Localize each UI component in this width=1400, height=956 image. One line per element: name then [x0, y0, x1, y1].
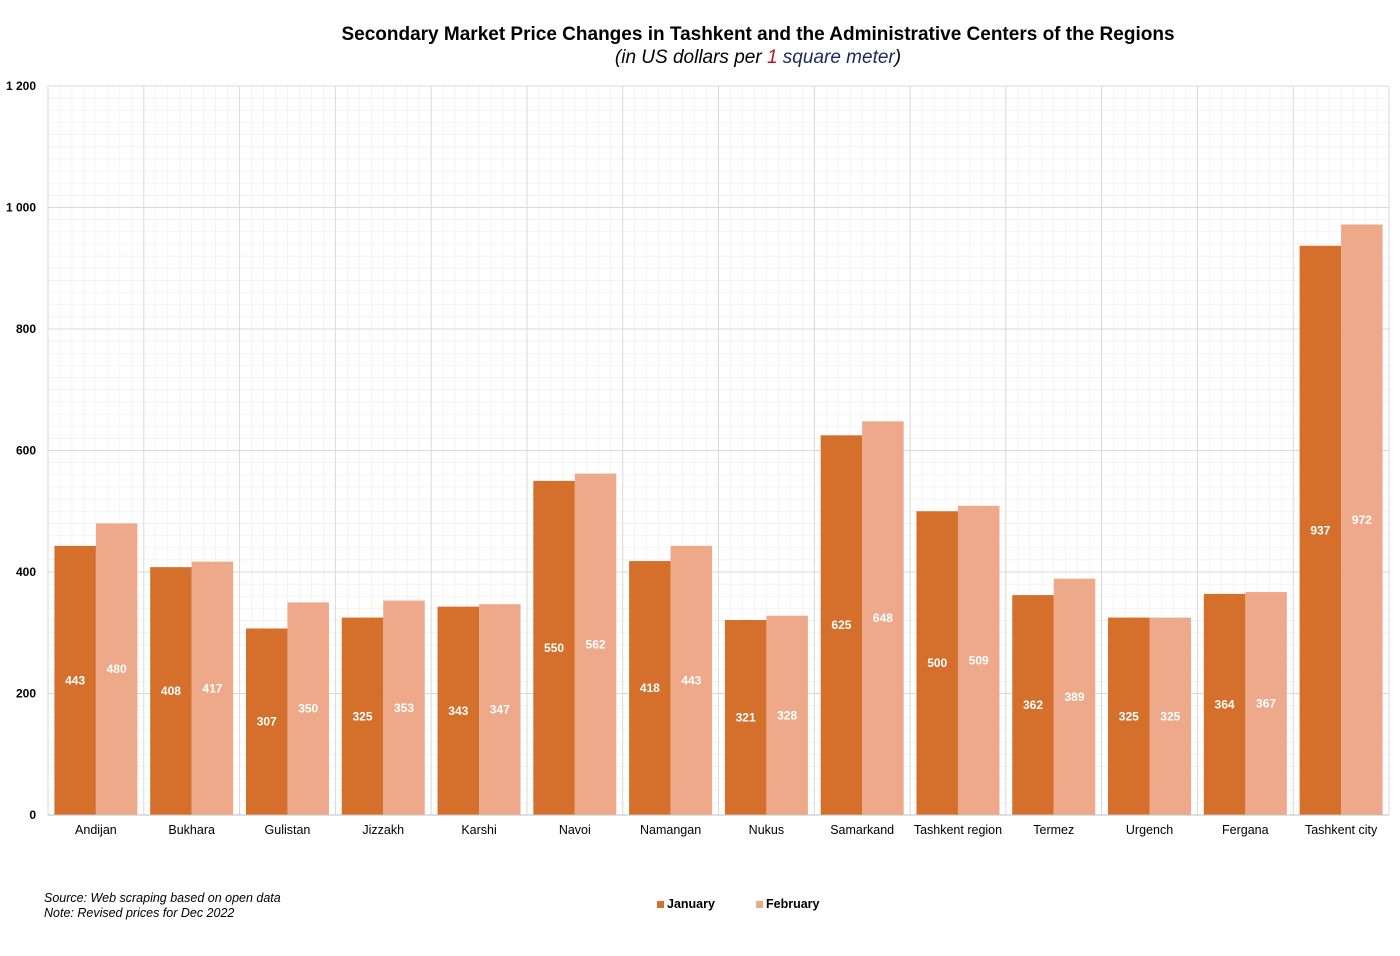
x-tick-label: Bukhara: [168, 823, 215, 837]
bar-february: [383, 600, 425, 815]
x-tick-label: Samarkand: [830, 823, 894, 837]
bar-january: [1203, 593, 1246, 815]
x-tick-label: Namangan: [640, 823, 701, 837]
x-tick-label: Fergana: [1222, 823, 1269, 837]
y-tick-label: 400: [16, 565, 36, 579]
bar-january: [437, 606, 480, 815]
data-label-january: 307: [257, 715, 277, 729]
y-tick-label: 1 200: [6, 79, 36, 93]
bar-january: [1012, 595, 1054, 815]
bar-february: [1149, 617, 1192, 815]
bar-february: [766, 615, 808, 815]
subtitle-part-3: square meter: [777, 47, 895, 68]
bar-february: [191, 561, 234, 815]
bar-chart: 0 200 400 600 800 1 000 1 200 443 480 Andijan 408 4…: [6, 79, 1390, 837]
bar-february: [862, 421, 904, 815]
data-label-february: 480: [107, 662, 127, 676]
bar-february: [287, 602, 329, 815]
legend-item-january: January: [657, 897, 715, 911]
legend-label-february: February: [766, 897, 820, 911]
y-tick-label: 600: [16, 444, 36, 458]
data-label-january: 343: [448, 704, 468, 718]
bar-january: [54, 545, 96, 815]
data-label-february: 509: [969, 653, 989, 667]
subtitle-part-1: (in US dollars per: [614, 47, 767, 68]
data-label-january: 321: [736, 710, 756, 724]
bar-february: [95, 523, 138, 815]
data-label-february: 325: [1160, 709, 1180, 723]
x-tick-label: Tashkent city: [1305, 823, 1378, 837]
x-tick-label: Andijan: [75, 823, 117, 837]
chart-notes: Source: Web scraping based on open data …: [44, 891, 281, 921]
bar-february: [957, 505, 1000, 815]
bar-february: [574, 473, 617, 815]
data-label-january: 364: [1215, 697, 1235, 711]
data-label-february: 972: [1352, 513, 1372, 527]
y-tick-label: 800: [16, 322, 36, 336]
bar-february: [1245, 592, 1287, 815]
bar-february: [670, 545, 713, 815]
data-label-january: 325: [1119, 709, 1139, 723]
bar-january: [820, 435, 863, 815]
data-label-february: 353: [394, 701, 414, 715]
bar-january: [533, 480, 575, 815]
data-label-february: 347: [490, 703, 510, 717]
x-tick-label: Karshi: [461, 823, 496, 837]
data-label-january: 418: [640, 681, 660, 695]
data-label-february: 443: [681, 673, 701, 687]
legend-item-february: February: [756, 897, 820, 911]
data-label-january: 625: [831, 618, 851, 632]
bar-january: [1299, 245, 1342, 815]
bar-february: [1341, 224, 1383, 815]
legend-label-january: January: [667, 897, 715, 911]
data-label-january: 500: [927, 656, 947, 670]
bar-january: [916, 511, 958, 815]
x-tick-label: Nukus: [749, 823, 784, 837]
data-label-january: 408: [161, 684, 181, 698]
legend-swatch-february: [756, 900, 763, 908]
subtitle-part-4: ): [894, 47, 902, 68]
data-label-january: 362: [1023, 698, 1043, 712]
bar-january: [1108, 617, 1150, 815]
revision-note: Note: Revised prices for Dec 2022: [44, 906, 235, 920]
subtitle-part-2: 1: [766, 47, 778, 68]
source-note: Source: Web scraping based on open data: [44, 891, 281, 905]
data-label-february: 389: [1064, 690, 1084, 704]
bar-january: [150, 567, 192, 815]
x-tick-label: Navoi: [559, 823, 591, 837]
legend-swatch-january: [657, 900, 664, 908]
bar-january: [629, 561, 671, 815]
data-label-february: 562: [586, 637, 606, 651]
y-tick-label: 1 000: [6, 201, 36, 215]
x-tick-label: Urgench: [1126, 823, 1173, 837]
chart-subtitle: (in US dollars per 1 square meter): [0, 47, 1400, 69]
data-label-february: 417: [202, 681, 222, 695]
bar-january: [724, 619, 767, 815]
bar-january: [245, 628, 288, 815]
data-label-january: 937: [1310, 523, 1330, 537]
x-tick-label: Jizzakh: [362, 823, 404, 837]
x-tick-label: Tashkent region: [914, 823, 1002, 837]
data-label-february: 350: [298, 702, 318, 716]
data-label-february: 328: [777, 708, 797, 722]
data-label-january: 443: [65, 673, 85, 687]
y-tick-label: 0: [29, 808, 36, 822]
y-tick-label: 200: [16, 687, 36, 701]
data-label-january: 325: [352, 709, 372, 723]
data-label-february: 367: [1256, 697, 1276, 711]
x-tick-label: Termez: [1033, 823, 1074, 837]
chart-title: Secondary Market Price Changes in Tashke…: [341, 24, 1175, 45]
bar-january: [341, 617, 384, 815]
data-label-february: 648: [873, 611, 893, 625]
bar-february: [479, 604, 521, 815]
data-label-january: 550: [544, 641, 564, 655]
bar-february: [1053, 578, 1096, 815]
x-tick-label: Gulistan: [265, 823, 311, 837]
